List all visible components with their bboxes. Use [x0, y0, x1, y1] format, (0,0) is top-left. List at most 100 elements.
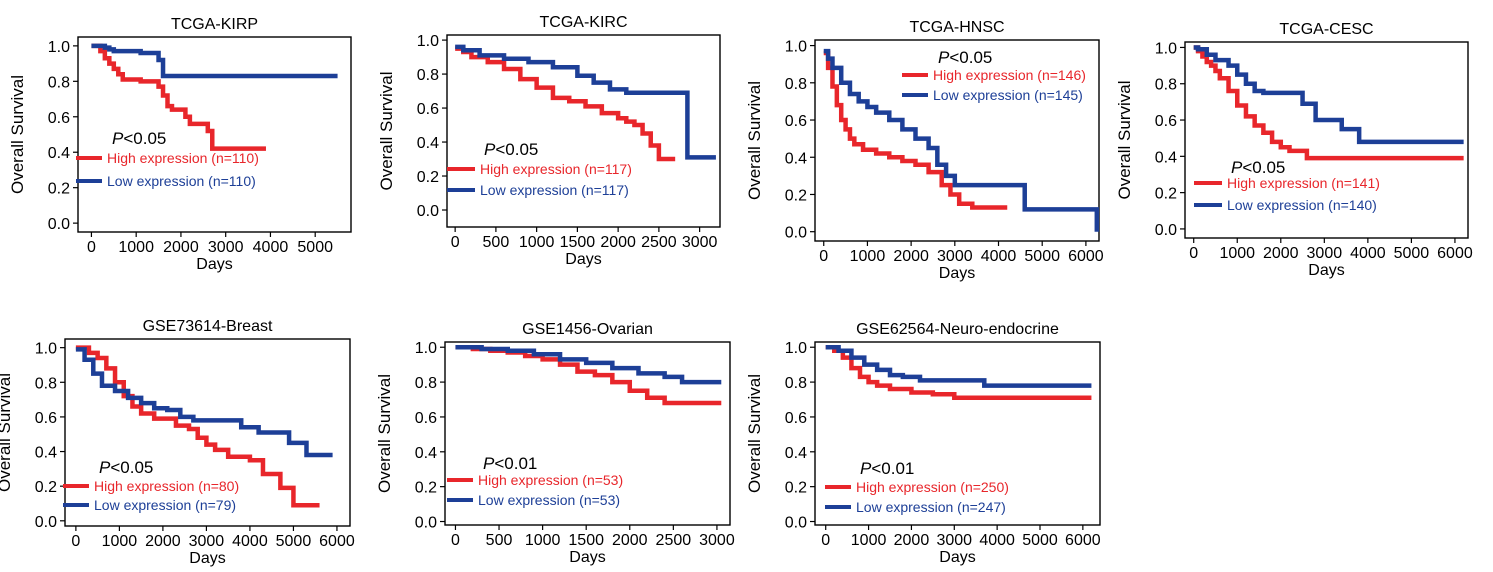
y-tick-label: 0.6: [417, 101, 439, 118]
y-tick-label: 0.8: [35, 375, 57, 392]
p-value-text: <0.05: [1242, 158, 1285, 177]
x-tick-label: 3000: [208, 239, 244, 256]
p-value-italic: P: [483, 454, 495, 473]
survival-curve-high: [825, 344, 1092, 401]
x-tick-label: 2500: [641, 234, 677, 251]
y-tick-label: 0.0: [1155, 222, 1177, 239]
y-axis-label: Overall Survival: [377, 71, 396, 190]
survival-curve-low: [75, 347, 333, 458]
y-tick-label: 0.4: [417, 135, 439, 152]
y-axis-label: Overall Survival: [745, 374, 764, 493]
y-tick-label: 0.6: [785, 410, 807, 427]
chart-title: GSE62564-Neuro-endocrine: [856, 321, 1059, 338]
y-tick-label: 1.0: [785, 39, 807, 56]
y-tick-label: 0.8: [417, 67, 439, 84]
x-tick-label: 4000: [232, 533, 268, 550]
x-axis-label: Days: [189, 550, 225, 567]
legend-label-high: High expression (n=141): [1227, 175, 1380, 191]
x-tick-label: 2000: [1263, 245, 1299, 262]
p-value-italic: P: [860, 459, 872, 478]
x-tick-label: 3000: [1307, 245, 1343, 262]
x-axis-label: Days: [939, 549, 975, 566]
y-tick-label: 0.0: [785, 225, 807, 242]
p-value-text: <0.05: [495, 140, 538, 159]
x-tick-label: 2000: [894, 532, 930, 549]
legend-label-low: Low expression (n=110): [107, 173, 256, 189]
survival-curve-low: [455, 344, 722, 385]
km-plot-4: TCGA-CESC 0.0 0.2 0.4 0.6 0.8 1.0 0 1000 2000 3000…: [1115, 21, 1473, 279]
p-value-text: <0.05: [110, 458, 153, 477]
km-plot-6: GSE1456-Ovarian 0.0 0.2 0.4 0.6 0.8 1.0 0 500 100…: [375, 321, 735, 566]
x-tick-label: 2500: [656, 532, 692, 549]
y-tick-label: 0.2: [785, 187, 807, 204]
x-tick-label: 3000: [682, 234, 718, 251]
x-tick-label: 4000: [981, 248, 1017, 265]
plot-frame: [64, 338, 351, 527]
y-axis-label: Overall Survival: [8, 75, 27, 194]
x-tick-label: 4000: [1350, 245, 1386, 262]
plot-frame: [1184, 41, 1469, 239]
x-tick-label: 2000: [163, 239, 199, 256]
p-value-italic: P: [938, 48, 950, 67]
y-tick-label: 0.4: [785, 150, 807, 167]
legend-label-high: High expression (n=80): [94, 478, 239, 494]
x-tick-label: 4000: [253, 239, 289, 256]
legend-label-low: Low expression (n=79): [94, 497, 236, 513]
x-tick-label: 0: [451, 234, 460, 251]
y-tick-label: 0.6: [35, 410, 57, 427]
x-tick-label: 1000: [850, 248, 886, 265]
y-tick-label: 0.4: [785, 445, 807, 462]
x-tick-label: 5000: [276, 533, 312, 550]
x-tick-label: 1000: [1219, 245, 1255, 262]
y-axis-label: Overall Survival: [0, 373, 14, 492]
km-plot-3: TCGA-HNSC 0.0 0.2 0.4 0.6 0.8 1.0 0 1000 2000 3000…: [745, 19, 1104, 282]
x-tick-label: 0: [87, 239, 96, 256]
x-tick-label: 2000: [600, 234, 636, 251]
survival-curve-low: [823, 48, 1100, 232]
x-tick-label: 0: [451, 532, 460, 549]
x-axis-label: Days: [569, 549, 605, 566]
y-tick-label: 1.0: [417, 33, 439, 50]
x-axis-label: Days: [565, 251, 601, 268]
p-value-text: <0.05: [949, 48, 992, 67]
chart-title: TCGA-KIRP: [171, 16, 258, 33]
x-tick-label: 1500: [560, 234, 596, 251]
p-value-text: <0.01: [494, 454, 537, 473]
x-tick-label: 1000: [118, 239, 154, 256]
y-tick-label: 0.0: [785, 515, 807, 532]
y-tick-label: 0.0: [417, 203, 439, 220]
x-tick-label: 3000: [936, 532, 972, 549]
x-tick-label: 5000: [297, 239, 333, 256]
x-tick-label: 0: [1189, 245, 1198, 262]
chart-title: GSE73614-Breast: [143, 318, 273, 335]
p-value-italic: P: [99, 458, 111, 477]
p-value-label: P<0.01: [860, 459, 914, 478]
survival-curve-high: [91, 43, 266, 151]
x-axis-label: Days: [939, 265, 975, 282]
x-tick-label: 5000: [1022, 532, 1058, 549]
y-tick-label: 0.8: [785, 76, 807, 93]
x-tick-label: 6000: [1437, 245, 1473, 262]
x-tick-label: 0: [71, 533, 80, 550]
y-tick-label: 0.4: [35, 445, 57, 462]
y-tick-label: 0.2: [785, 480, 807, 497]
y-tick-label: 0.4: [48, 145, 70, 162]
x-tick-label: 6000: [1068, 248, 1104, 265]
y-tick-label: 0.8: [48, 74, 70, 91]
legend-label-high: High expression (n=117): [480, 161, 632, 177]
y-tick-label: 0.2: [48, 181, 70, 198]
p-value-label: P<0.05: [99, 458, 153, 477]
survival-curve-low: [825, 344, 1092, 388]
plot-frame: [814, 39, 1100, 242]
x-tick-label: 2000: [145, 533, 181, 550]
x-tick-label: 3000: [937, 248, 973, 265]
y-tick-label: 0.4: [415, 445, 437, 462]
y-tick-label: 0.6: [48, 110, 70, 127]
x-tick-label: 1500: [568, 532, 604, 549]
x-tick-label: 6000: [1065, 532, 1101, 549]
p-value-label: P<0.05: [484, 140, 538, 159]
legend-label-low: Low expression (n=247): [856, 499, 1006, 515]
y-tick-label: 0.2: [415, 480, 437, 497]
x-tick-label: 1000: [525, 532, 561, 549]
